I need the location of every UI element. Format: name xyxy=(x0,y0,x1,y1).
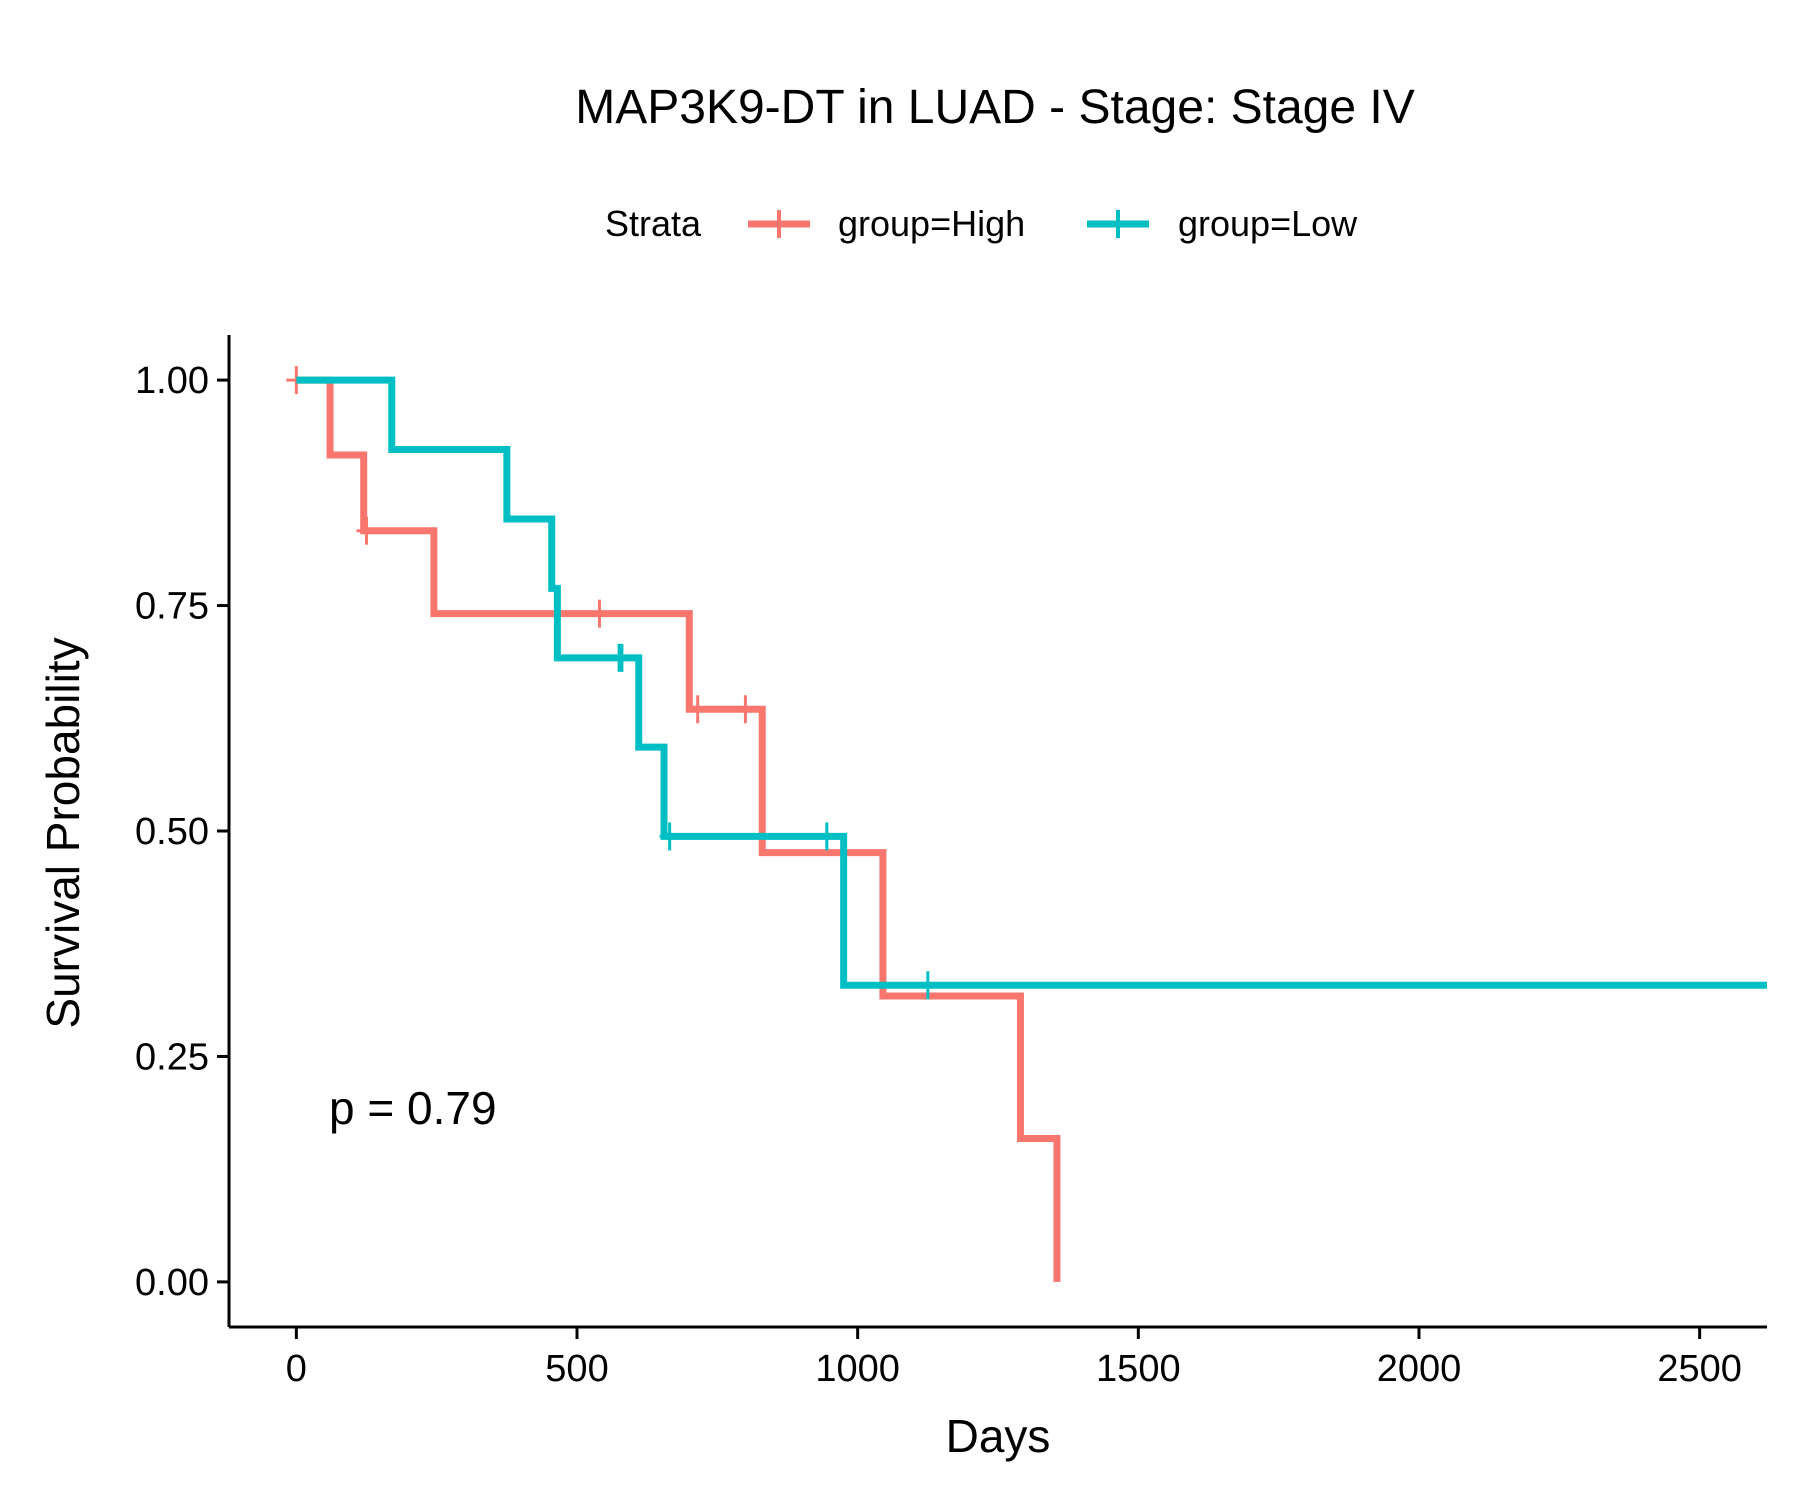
y-axis-title: Survival Probability xyxy=(37,637,89,1028)
legend-label-low: group=Low xyxy=(1178,203,1358,244)
y-tick-label: 0.00 xyxy=(135,1262,209,1304)
x-tick-label: 1500 xyxy=(1096,1348,1181,1390)
x-axis-title: Days xyxy=(946,1410,1051,1462)
legend-title: Strata xyxy=(605,203,702,244)
legend-label-high: group=High xyxy=(838,203,1025,244)
x-tick-label: 2000 xyxy=(1377,1348,1462,1390)
plot-area xyxy=(286,366,1767,1282)
y-tick-label: 1.00 xyxy=(135,360,209,402)
survival-curve-high xyxy=(296,376,1061,1282)
y-tick-label: 0.50 xyxy=(135,811,209,853)
legend: Strata group=High group=Low xyxy=(605,203,1358,244)
x-axis-ticks: 0 500 1000 1500 2000 2500 xyxy=(286,1327,1742,1390)
legend-item-low: group=Low xyxy=(1087,203,1358,244)
x-tick-label: 0 xyxy=(286,1348,307,1390)
x-tick-label: 2500 xyxy=(1657,1348,1742,1390)
y-axis-ticks: 0.00 0.25 0.50 0.75 1.00 xyxy=(135,360,229,1304)
x-tick-label: 1000 xyxy=(815,1348,900,1390)
survival-curve-low xyxy=(296,376,1767,989)
x-tick-label: 500 xyxy=(545,1348,608,1390)
p-value-annotation: p = 0.79 xyxy=(329,1082,497,1134)
y-tick-label: 0.75 xyxy=(135,586,209,628)
chart-title: MAP3K9-DT in LUAD - Stage: Stage IV xyxy=(575,81,1414,134)
y-tick-label: 0.25 xyxy=(135,1036,209,1078)
legend-item-high: group=High xyxy=(748,203,1025,244)
